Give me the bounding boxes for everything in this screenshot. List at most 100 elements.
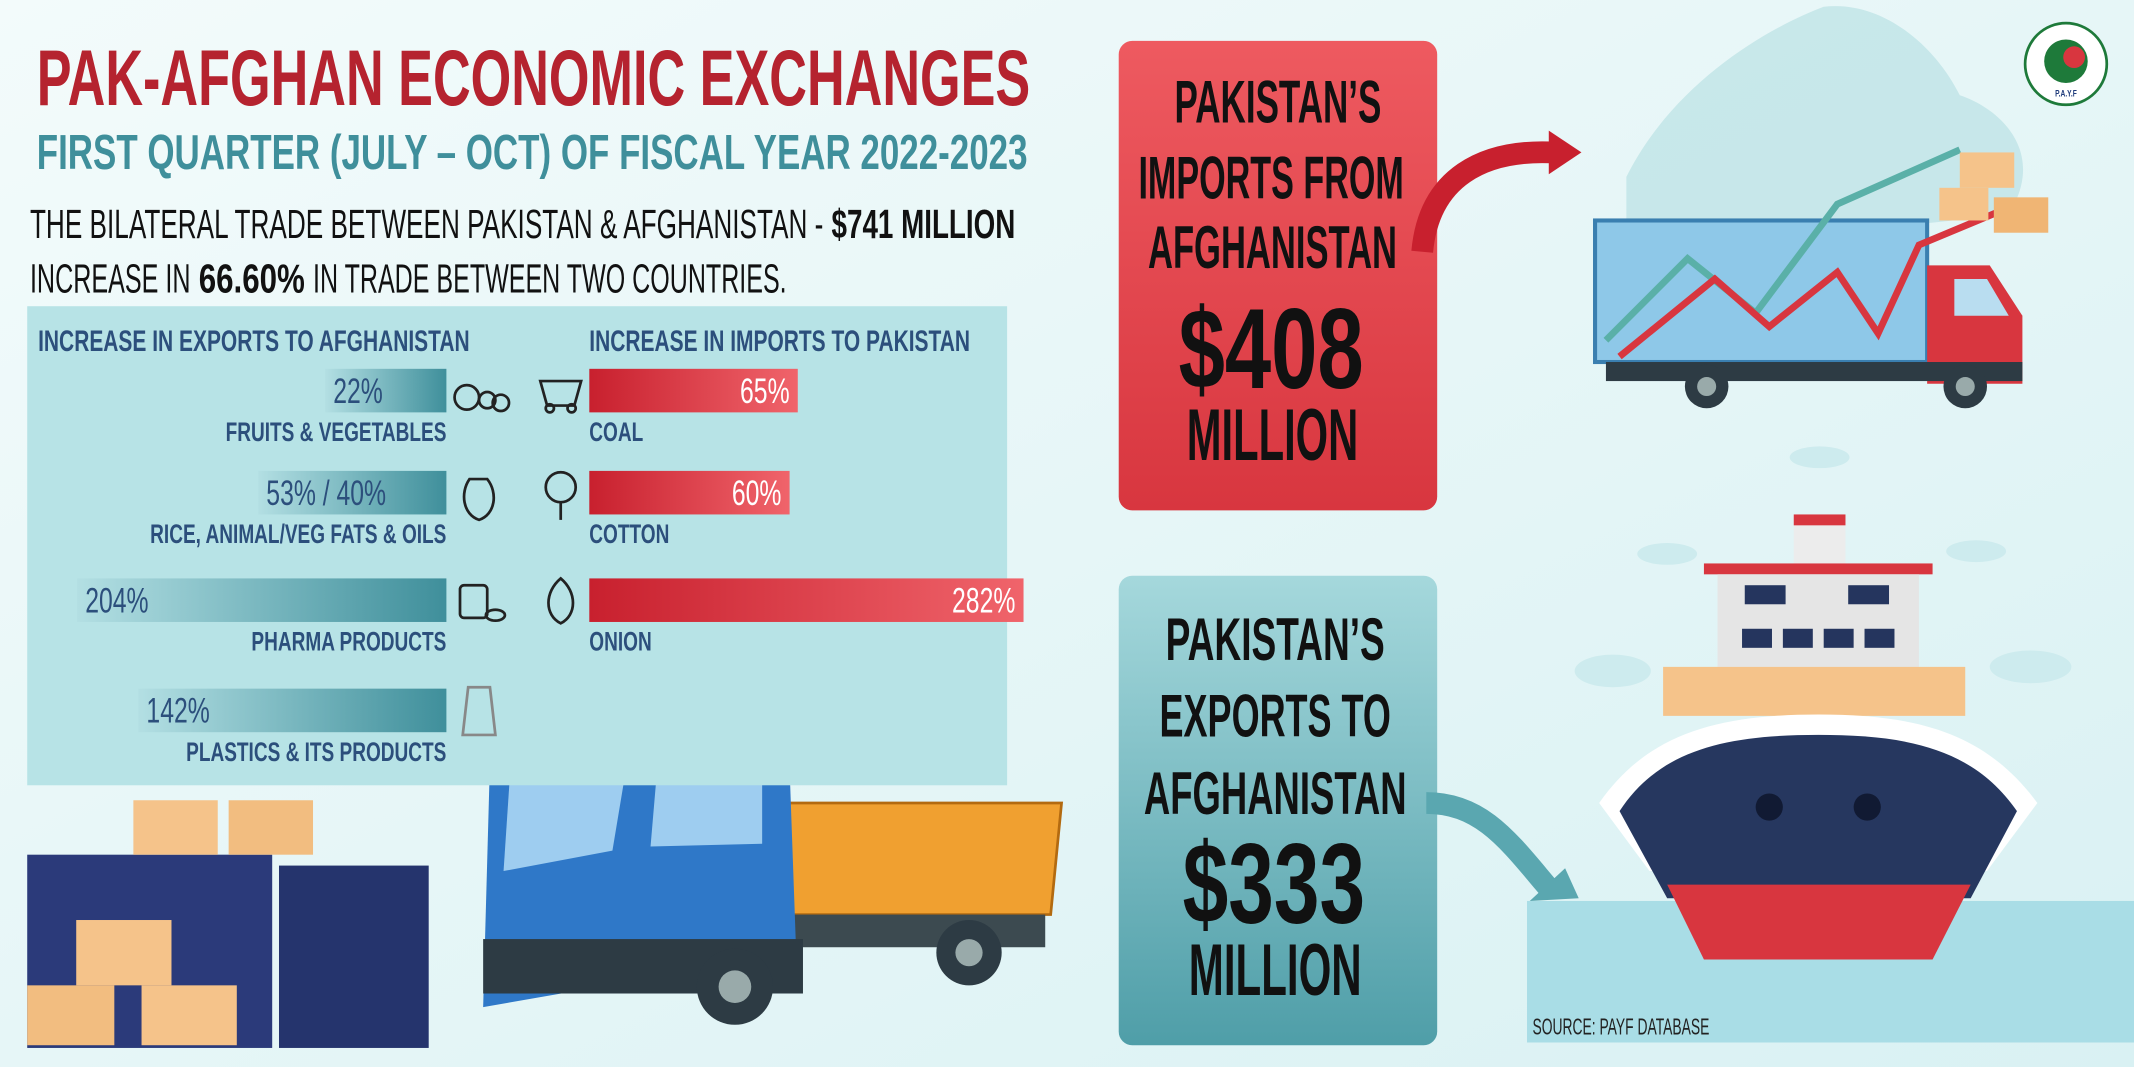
box-line: AFGHANISTAN — [1148, 214, 1397, 281]
title: PAK-AFGHAN ECONOMIC EXCHANGES — [37, 34, 1031, 122]
ship-illustration-part — [1755, 793, 1783, 821]
container-illustration-part — [133, 800, 218, 855]
imports-box — [1118, 40, 1438, 511]
box-line: EXPORTS TO — [1160, 682, 1391, 749]
box-amount: $408 — [1179, 286, 1364, 413]
bar — [325, 368, 447, 413]
value-label: 53% / 40% — [266, 474, 386, 513]
container-illustration-part — [278, 865, 429, 1048]
chart-title: INCREASE IN IMPORTS TO PAKISTAN — [589, 325, 970, 358]
truck-illustration-part — [1993, 197, 2049, 233]
container-illustration-part — [141, 985, 237, 1046]
container-illustration — [27, 800, 429, 1048]
container-illustration-part — [76, 920, 172, 986]
ship-illustration-part — [1703, 563, 1933, 575]
truck-illustration-part — [1954, 278, 2009, 316]
ship-illustration-part — [1864, 628, 1895, 648]
category-label: PHARMA PRODUCTS — [251, 626, 446, 657]
ship-illustration-part — [1848, 585, 1890, 605]
ship-illustration-part — [1574, 654, 1651, 688]
ship-illustration-part — [1793, 514, 1846, 526]
ship-illustration-part — [1789, 446, 1850, 469]
ship-illustration-part — [1667, 884, 1971, 960]
arrow — [1529, 868, 1579, 901]
logo-part — [2063, 46, 2086, 69]
truck-illustration-part — [1927, 265, 2023, 384]
category-label: RICE, ANIMAL/VEG FATS & OILS — [150, 518, 446, 549]
truck-illustration-part — [1939, 187, 1989, 221]
box-unit: MILLION — [1189, 928, 1362, 1011]
category-icon-part — [484, 608, 507, 622]
truck-illustration-part — [955, 939, 983, 967]
logo: P.A.Y.F — [2023, 21, 2109, 107]
category-label: PLASTICS & ITS PRODUCTS — [186, 736, 446, 767]
subtitle: FIRST QUARTER (JULY – OCT) OF FISCAL YEA… — [37, 126, 1028, 180]
ship-illustration-part — [1619, 734, 2017, 899]
category-icon-part — [461, 685, 497, 737]
truck-illustration-part — [1959, 152, 2015, 188]
chart-title: INCREASE IN EXPORTS TO AFGHANISTAN — [38, 325, 470, 358]
box-unit: MILLION — [1187, 393, 1358, 476]
arrow — [1425, 792, 1560, 899]
ship-illustration-part — [1989, 650, 2072, 684]
category-icon-part — [544, 402, 556, 414]
value-label: 204% — [85, 581, 148, 620]
bar — [589, 368, 798, 413]
box-amount: $333 — [1183, 821, 1365, 948]
ship-illustration-part — [1782, 628, 1813, 648]
ship-illustration-part — [1853, 793, 1881, 821]
bar — [589, 470, 790, 515]
container-illustration-part — [228, 800, 314, 855]
truck-illustration — [1593, 146, 2049, 409]
category-icon — [453, 379, 583, 737]
bar — [138, 688, 447, 733]
bar — [589, 578, 1024, 622]
map-illustration-part — [1626, 6, 2024, 251]
arrow — [1411, 141, 1552, 254]
category-label: COAL — [589, 416, 643, 447]
ship-illustration-part — [1637, 543, 1698, 565]
box-line: AFGHANISTAN — [1144, 760, 1407, 827]
value-label: 142% — [146, 692, 209, 731]
category-icon-part — [566, 402, 578, 414]
box-line: PAKISTAN’S — [1175, 68, 1382, 135]
category-icon-part — [462, 477, 496, 522]
summary-text: IN TRADE BETWEEN TWO COUNTRIES. — [313, 256, 787, 302]
bar — [77, 578, 447, 622]
bar — [258, 470, 447, 515]
category-icon-part — [458, 583, 489, 620]
truck-illustration-part — [764, 914, 1046, 948]
summary-text: THE BILATERAL TRADE BETWEEN PAKISTAN & A… — [30, 201, 823, 247]
arrow — [1548, 130, 1582, 175]
category-label: COTTON — [589, 518, 669, 549]
truck-illustration-part — [1593, 218, 1930, 365]
value-label: 282% — [952, 581, 1015, 620]
category-label: FRUITS & VEGETABLES — [226, 416, 447, 447]
exports-box — [1118, 575, 1438, 1046]
ship-illustration-part — [1744, 585, 1786, 605]
map-illustration — [1626, 6, 2024, 251]
category-label: ONION — [589, 626, 651, 657]
truck-illustration-part — [777, 801, 1064, 916]
box-line: PAKISTAN’S — [1166, 606, 1385, 673]
category-icon-part — [477, 390, 497, 410]
box-text: PAKISTAN’S IMPORTS FROM AFGHANISTAN $408… — [1138, 68, 1406, 1010]
ship-illustration-part — [1742, 628, 1772, 648]
summary-highlight: 66.60% — [199, 256, 305, 302]
category-icon-part — [547, 576, 575, 625]
value-label: 60% — [732, 474, 782, 513]
source: SOURCE: PAYF DATABASE — [1532, 1013, 1709, 1039]
ship-illustration-part — [1946, 540, 2007, 563]
ship-illustration-part — [1663, 666, 1966, 716]
container-illustration-part — [27, 985, 115, 1046]
summary-text: INCREASE IN — [30, 256, 191, 302]
ship-illustration-part — [1823, 628, 1854, 648]
category-icon-part — [491, 393, 511, 413]
value-label: 65% — [740, 372, 790, 411]
truck-illustration-part — [1617, 207, 2002, 360]
summary-highlight: $741 MILLION — [832, 201, 1016, 247]
logo-text: P.A.Y.F — [2055, 89, 2077, 100]
value-label: 22% — [333, 372, 383, 411]
